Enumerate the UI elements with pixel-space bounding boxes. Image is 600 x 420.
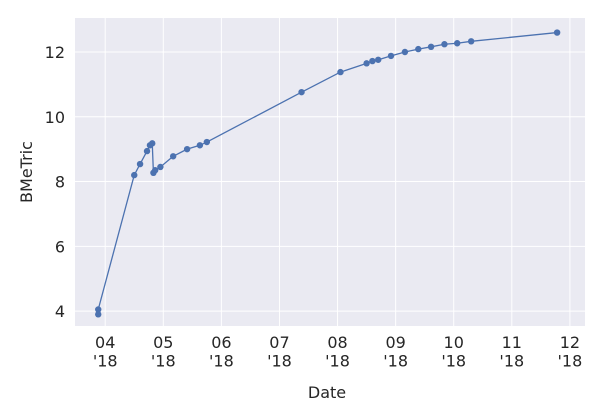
point (298, 88, 305, 96)
x-tick-label: 10'18 (441, 333, 466, 370)
point (553, 29, 561, 36)
point (427, 43, 435, 51)
point (157, 163, 164, 171)
point (196, 142, 204, 149)
x-tick-label: 12'18 (558, 333, 583, 370)
x-tick-label: 08'18 (325, 333, 350, 370)
x-tick-label: 11'18 (499, 333, 524, 370)
point (375, 56, 382, 63)
x-tick-label: 09'18 (383, 333, 408, 370)
y-axis-label: BMeTric (17, 141, 36, 203)
x-tick-label: 06'18 (209, 333, 234, 370)
point (415, 45, 422, 53)
point (149, 140, 156, 147)
x-axis-label: Date (308, 383, 346, 402)
y-tick-label: 12 (45, 43, 65, 62)
point (387, 52, 395, 60)
point (203, 138, 211, 146)
x-tick-label: 04'18 (93, 333, 118, 370)
point (151, 167, 159, 174)
point (143, 147, 151, 155)
y-tick-label: 4 (55, 302, 65, 321)
point (337, 68, 344, 76)
x-tick-label: 05'18 (151, 333, 176, 370)
point (131, 171, 138, 179)
plot-background (75, 18, 585, 326)
point (454, 40, 461, 47)
point (95, 311, 102, 318)
x-tick-label: 07'18 (267, 333, 292, 370)
point (136, 160, 144, 168)
y-tick-label: 10 (45, 108, 65, 127)
point (441, 41, 448, 48)
y-tick-label: 6 (55, 237, 65, 256)
point (369, 57, 376, 65)
point (363, 60, 370, 67)
point (169, 153, 177, 160)
point (95, 306, 102, 313)
y-tick-label: 8 (55, 173, 65, 192)
point (183, 145, 191, 153)
point (467, 38, 475, 45)
point (401, 48, 409, 56)
